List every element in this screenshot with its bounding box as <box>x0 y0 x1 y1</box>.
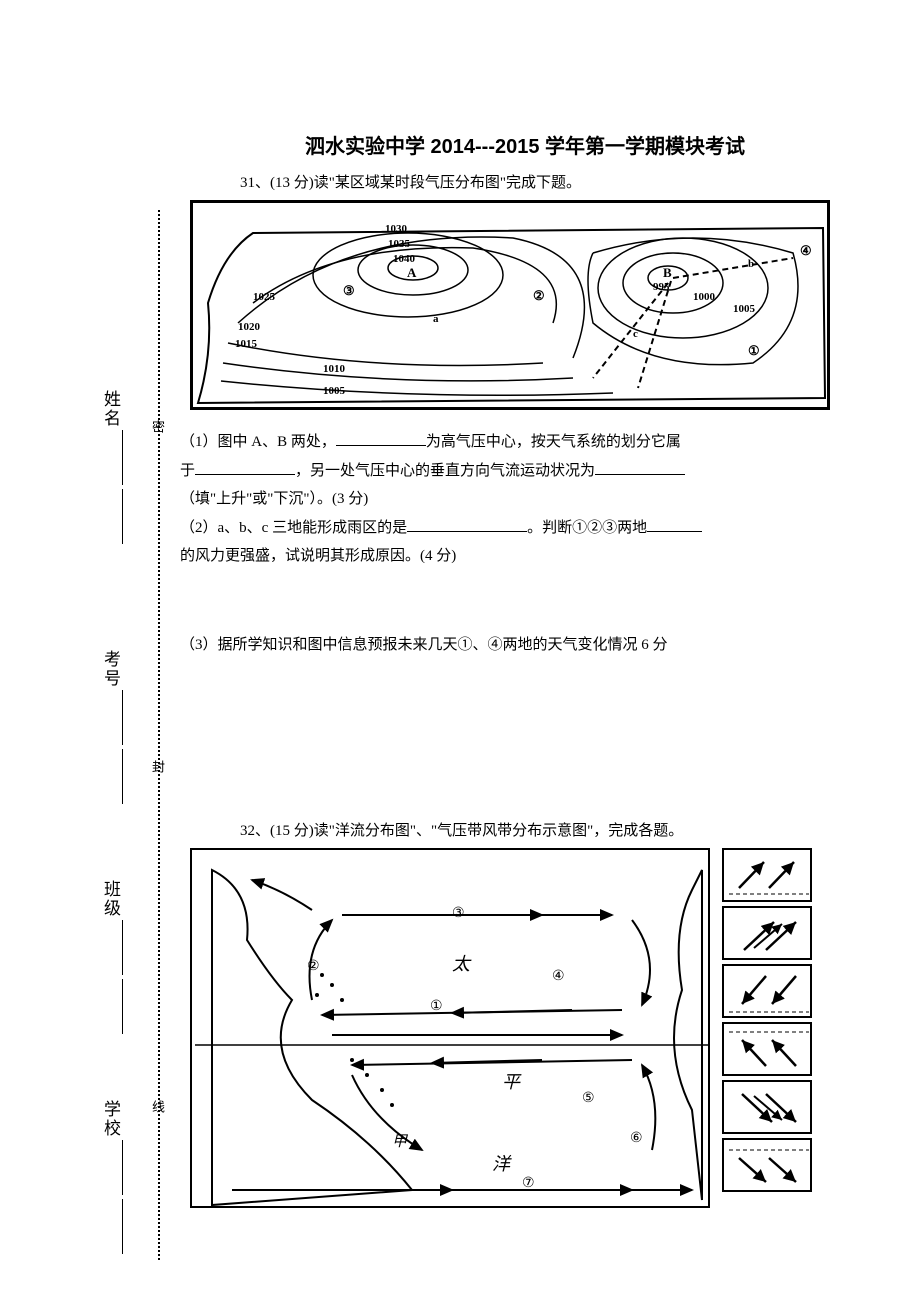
ocean-n1: ① <box>430 998 443 1015</box>
iso-1035: 1035 <box>388 238 410 250</box>
iso-1020: 1020 <box>238 321 260 333</box>
ocean-n7: ⑦ <box>522 1175 535 1192</box>
q31-header: 31、(13 分)读"某区域某时段气压分布图"完成下题。 <box>240 171 870 192</box>
iso-1030: 1030 <box>385 223 407 235</box>
iso-1005: 1005 <box>323 385 345 397</box>
label-text: 考号 <box>101 650 120 688</box>
seal-marker-feng: 封 <box>148 760 167 773</box>
label-A: A <box>407 265 416 281</box>
label-b: b <box>748 258 754 270</box>
label-text: 姓名 <box>101 390 120 428</box>
wind-cell-1 <box>722 848 812 902</box>
q31-part1: （1）图中 A、B 两处， 为高气压中心，按天气系统的划分它属 于 ，另一处气压中心… <box>180 428 870 571</box>
binding-side-panel: 学校 班级 考号 姓名 <box>90 160 150 1260</box>
text: 。判断①②③两地 <box>527 520 647 536</box>
label-jia: 甲 <box>392 1130 407 1151</box>
label-n4: ④ <box>800 243 812 259</box>
iso-995: 995 <box>653 281 670 293</box>
iso-1015: 1015 <box>235 338 257 350</box>
label-text: 学校 <box>101 1100 120 1138</box>
iso-1000: 1000 <box>693 291 715 303</box>
seal-marker-xian: 线 <box>148 1100 167 1113</box>
wind-cell-5 <box>722 1080 812 1134</box>
text: （填"上升"或"下沉"）。(3 分) <box>180 491 368 507</box>
text: （3）据所学知识和图中信息预报未来几天①、④两地的天气变化情况 6 分 <box>180 637 668 653</box>
wind-cell-4 <box>722 1022 812 1076</box>
label-n2: ② <box>533 288 545 304</box>
ocean-n3: ③ <box>452 905 465 922</box>
label-tai: 太 <box>452 950 470 976</box>
iso-1040: 1040 <box>393 253 415 265</box>
label-c: c <box>633 328 638 340</box>
label-n1: ① <box>748 343 760 359</box>
wind-cell-6 <box>722 1138 812 1192</box>
ocean-map-svg <box>192 850 712 1210</box>
wind-cell-2 <box>722 906 812 960</box>
examno-label: 考号 <box>98 650 123 806</box>
iso-1005b: 1005 <box>733 303 755 315</box>
text: 为高气压中心，按天气系统的划分它属 <box>426 434 681 450</box>
text: （2）a、b、c 三地能形成雨区的是 <box>180 520 407 536</box>
content-area: 泗水实验中学 2014---2015 学年第一学期模块考试 31、(13 分)读… <box>180 130 870 1208</box>
seal-marker-mi: 密 <box>148 420 167 433</box>
class-label: 班级 <box>98 880 123 1036</box>
school-label: 学校 <box>98 1100 123 1256</box>
text: （1）图中 A、B 两处， <box>180 434 336 450</box>
text: 的风力更强盛，试说明其形成原因。(4 分) <box>180 548 456 564</box>
ocean-n4: ④ <box>552 968 565 985</box>
label-B: B <box>663 265 672 281</box>
page-title: 泗水实验中学 2014---2015 学年第一学期模块考试 <box>180 130 870 159</box>
iso-1010: 1010 <box>323 363 345 375</box>
iso-1025: 1025 <box>253 291 275 303</box>
wind-cell-3 <box>722 964 812 1018</box>
label-n3: ③ <box>343 283 355 299</box>
q32-figure-row: 太 平 洋 甲 ① ② ③ ④ ⑤ ⑥ ⑦ <box>190 848 870 1208</box>
ocean-current-map: 太 平 洋 甲 ① ② ③ ④ ⑤ ⑥ ⑦ <box>190 848 710 1208</box>
q31-part3: （3）据所学知识和图中信息预报未来几天①、④两地的天气变化情况 6 分 <box>180 631 870 660</box>
text: 于 <box>180 463 195 479</box>
label-a: a <box>433 313 439 325</box>
name-label: 姓名 <box>98 390 123 546</box>
label-yang: 洋 <box>492 1150 510 1176</box>
wind-belt-diagram <box>722 848 812 1208</box>
ocean-n2: ② <box>307 958 320 975</box>
label-text: 班级 <box>101 880 120 918</box>
ocean-n6: ⑥ <box>630 1130 643 1147</box>
pressure-map: 1030 1035 1040 1025 1020 1015 1010 1005 … <box>190 200 830 410</box>
label-ping: 平 <box>502 1068 520 1094</box>
ocean-n5: ⑤ <box>582 1090 595 1107</box>
text: ，另一处气压中心的垂直方向气流运动状况为 <box>295 463 595 479</box>
q32-header: 32、(15 分)读"洋流分布图"、"气压带风带分布示意图"，完成各题。 <box>240 819 870 840</box>
